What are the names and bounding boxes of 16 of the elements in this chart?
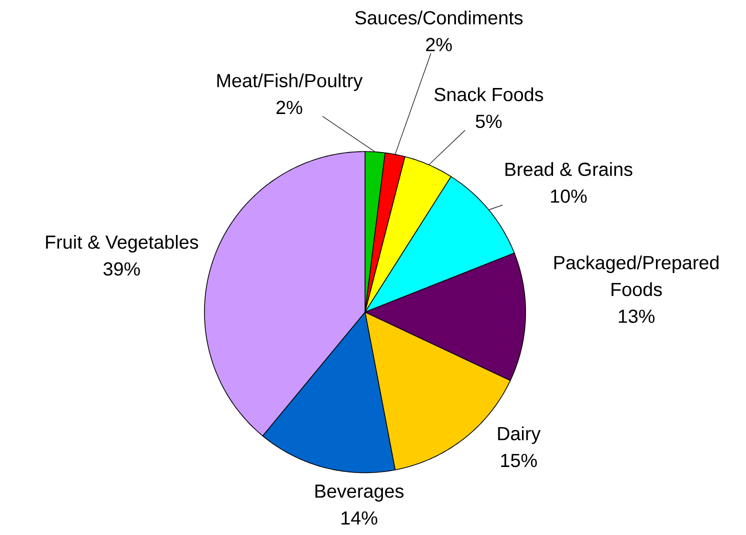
slice-label: Meat/Fish/Poultry [217, 74, 363, 92]
slice-label: Snack Foods [434, 88, 544, 102]
data-label: 2% [276, 100, 302, 114]
data-label: 10% [551, 190, 587, 204]
slice-label: Fruit & Vegetables [46, 235, 198, 253]
slice-label: Bread & Grains [505, 162, 632, 176]
data-label: 15% [501, 454, 537, 468]
slice-label: Packaged/Prepared Foods [554, 256, 718, 296]
slice-label: Dairy [498, 426, 541, 444]
data-label: 5% [476, 114, 502, 128]
slice-label: Sauces/Condiments [355, 10, 523, 25]
data-label: 13% [618, 310, 655, 324]
data-label: 14% [342, 512, 378, 525]
data-label: 39% [104, 262, 140, 276]
data-label: 2% [426, 38, 452, 52]
slice-label: Beverages [315, 484, 404, 502]
